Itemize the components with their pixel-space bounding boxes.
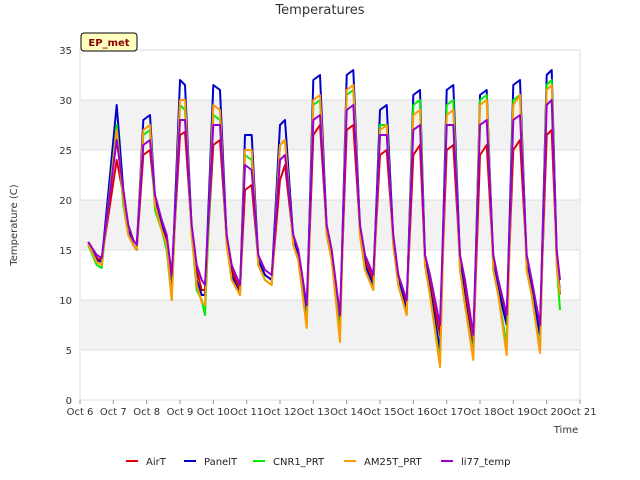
y-axis: 0 5 10 15 20 25 30 35 <box>59 46 72 407</box>
legend-item-li77-temp: li77_temp <box>441 457 510 468</box>
legend: AirT PanelT CNR1_PRT AM25T_PRT li77_temp <box>126 457 510 468</box>
x-tick-label: Oct 21 <box>563 407 596 418</box>
station-badge-label: EP_met <box>88 38 129 49</box>
x-axis-label: Time <box>553 425 578 436</box>
y-axis-label: Temperature (C) <box>9 184 20 266</box>
plot-band <box>80 300 580 350</box>
y-tick-label: 30 <box>59 96 72 107</box>
series-line-li77-temp <box>87 99 561 336</box>
y-tick-label: 10 <box>59 296 72 307</box>
x-tick-label: Oct 19 <box>497 407 530 418</box>
chart-title: Temperatures <box>274 3 364 18</box>
y-tick-label: 20 <box>59 196 72 207</box>
station-badge: EP_met <box>80 32 138 52</box>
legend-label: AirT <box>146 457 167 468</box>
legend-item-cnr1-prt: CNR1_PRT <box>253 457 325 468</box>
x-tick-label: Oct 11 <box>230 407 263 418</box>
x-tick-label: Oct 16 <box>397 407 430 418</box>
x-tick-label: Oct 12 <box>263 407 296 418</box>
plot-band <box>80 100 580 150</box>
legend-label: li77_temp <box>461 457 510 468</box>
x-tick-label: Oct 6 <box>67 407 94 418</box>
legend-item-am25t-prt: AM25T_PRT <box>344 457 423 468</box>
legend-label: PanelT <box>204 457 238 468</box>
station-badge-box <box>80 32 138 52</box>
x-tick-label: Oct 17 <box>430 407 463 418</box>
y-tick-label: 25 <box>59 146 72 157</box>
plot-area <box>79 49 581 401</box>
x-tick-label: Oct 10 <box>197 407 230 418</box>
x-tick-label: Oct 14 <box>330 407 363 418</box>
legend-item-panelt: PanelT <box>184 457 238 468</box>
legend-label: CNR1_PRT <box>273 457 325 468</box>
x-tick-label: Oct 8 <box>133 407 160 418</box>
x-tick-label: Oct 7 <box>100 407 127 418</box>
x-tick-label: Oct 15 <box>363 407 396 418</box>
y-tick-label: 5 <box>66 346 72 357</box>
y-tick-label: 0 <box>66 396 72 407</box>
x-axis: Oct 6 Oct 7 Oct 8 Oct 9 Oct 10 Oct 11 Oct 12 Oc… <box>67 400 597 418</box>
legend-label: AM25T_PRT <box>364 457 423 468</box>
x-tick-label: Oct 20 <box>530 407 563 418</box>
y-tick-label: 15 <box>59 246 72 257</box>
series-layer <box>87 69 561 368</box>
x-tick-label: Oct 18 <box>463 407 496 418</box>
grid-lines <box>80 49 580 401</box>
x-tick-label: Oct 9 <box>167 407 194 418</box>
x-tick-label: Oct 13 <box>297 407 330 418</box>
y-tick-label: 35 <box>59 46 72 57</box>
legend-item-airt: AirT <box>126 457 167 468</box>
